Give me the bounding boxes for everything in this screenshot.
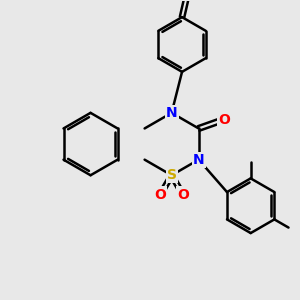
Text: O: O [218, 112, 230, 127]
Text: O: O [154, 188, 166, 202]
Text: N: N [193, 153, 205, 167]
Text: O: O [177, 188, 189, 202]
Text: S: S [167, 168, 177, 182]
Text: N: N [166, 106, 177, 120]
